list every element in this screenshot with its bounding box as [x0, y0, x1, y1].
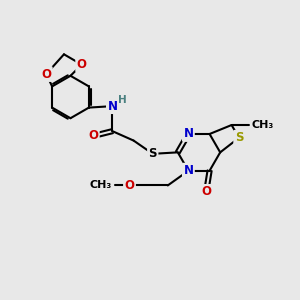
Text: N: N	[107, 100, 117, 112]
Text: O: O	[124, 179, 134, 192]
Text: S: S	[148, 147, 157, 160]
Text: CH₃: CH₃	[251, 120, 273, 130]
Text: S: S	[235, 131, 243, 144]
Text: H: H	[118, 95, 127, 105]
Text: CH₃: CH₃	[90, 180, 112, 190]
Text: O: O	[41, 68, 51, 80]
Text: O: O	[202, 185, 212, 198]
Text: O: O	[77, 58, 87, 71]
Text: N: N	[183, 128, 194, 140]
Text: N: N	[183, 164, 194, 177]
Text: O: O	[88, 129, 98, 142]
